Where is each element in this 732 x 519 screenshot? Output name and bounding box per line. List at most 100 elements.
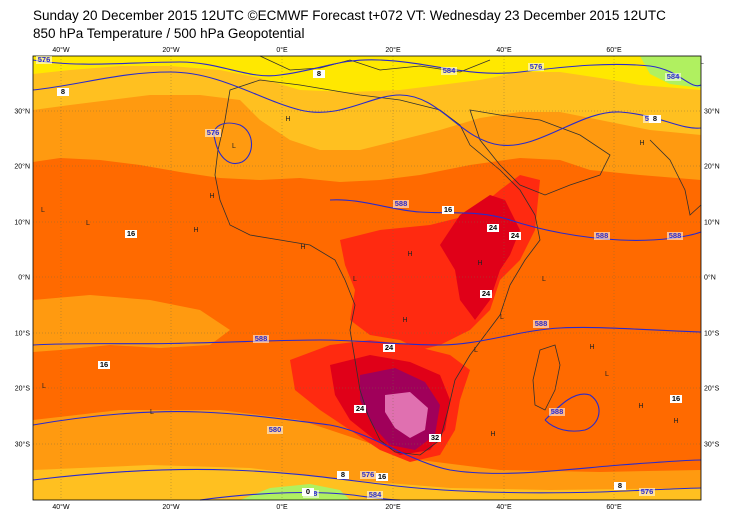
temperature-label-bg bbox=[429, 434, 441, 442]
high-pressure-mark: H bbox=[589, 344, 594, 351]
temperature-label: 24 bbox=[385, 343, 394, 352]
temperature-label-bg bbox=[57, 88, 69, 96]
geopotential-label-bg bbox=[639, 488, 655, 496]
geopotential-label-bg bbox=[533, 320, 549, 328]
map-frame bbox=[32, 55, 702, 501]
lon-label-bottom: 20°E bbox=[385, 503, 401, 511]
field-light-orange-west bbox=[33, 295, 230, 352]
forecast-title: Sunday 20 December 2015 12UTC ©ECMWF For… bbox=[33, 8, 666, 23]
geopotential-label-bg bbox=[253, 335, 269, 343]
temperature-label-bg bbox=[509, 232, 521, 240]
lat-label-right: 30°N bbox=[704, 108, 720, 116]
geopotential-label: 576 bbox=[38, 55, 51, 64]
field-hot bbox=[440, 195, 520, 320]
temperature-label: 8 bbox=[61, 87, 65, 96]
contour-584-south bbox=[32, 411, 702, 474]
temperature-field bbox=[33, 56, 701, 500]
temperature-label-bg bbox=[337, 471, 349, 479]
geopotential-label-bg bbox=[367, 491, 383, 499]
temperature-label: 8 bbox=[618, 481, 622, 490]
lat-label-left: 30°S bbox=[15, 441, 31, 449]
temperature-label-bg bbox=[98, 361, 110, 369]
geopotential-label-bg bbox=[205, 129, 221, 137]
geopotential-label: 584 bbox=[667, 72, 680, 81]
geopotential-label-bg bbox=[665, 73, 681, 81]
lat-label-left: 20°N bbox=[14, 163, 30, 171]
geopotential-label: 576 bbox=[207, 128, 220, 137]
lon-label-bottom: 40°E bbox=[496, 503, 512, 511]
high-pressure-mark: H bbox=[477, 260, 482, 267]
geopotential-label: 576 bbox=[530, 62, 543, 71]
lat-label-left: 20°S bbox=[15, 385, 31, 393]
lon-label-top: 40°W bbox=[52, 46, 70, 54]
temperature-label-bg bbox=[383, 344, 395, 352]
temperature-label-bg bbox=[442, 206, 454, 214]
latitude-labels: 30°N 30°N 20°N 20°N 10°N 10°N 0°N 0°N 10°S 10°S 20… bbox=[14, 108, 719, 449]
temperature-label: 0 bbox=[306, 487, 310, 496]
lat-label-right: 10°S bbox=[704, 330, 720, 338]
low-pressure-mark: L bbox=[542, 276, 546, 283]
madagascar-coast bbox=[532, 344, 561, 411]
geopotential-label-bg bbox=[528, 63, 544, 71]
geopotential-label-bg bbox=[267, 426, 283, 434]
geopotential-label: 588 bbox=[255, 334, 268, 343]
low-pressure-mark: L bbox=[500, 314, 504, 321]
temperature-label-bg bbox=[649, 115, 661, 123]
field-green-sw bbox=[240, 484, 350, 500]
contour-low-nw bbox=[213, 122, 253, 164]
geopotential-label: 588 bbox=[535, 319, 548, 328]
lon-label-top: 0°E bbox=[276, 46, 288, 54]
temperature-label: 24 bbox=[482, 289, 491, 298]
geopotential-labels: 5765765845765845765685885885885885885885… bbox=[36, 55, 683, 499]
geopotential-label: 584 bbox=[443, 66, 456, 75]
high-pressure-mark: H bbox=[638, 403, 643, 410]
lon-label-bottom: 40°W bbox=[52, 503, 70, 511]
high-pressure-mark: H bbox=[193, 227, 198, 234]
lat-label-right: 20°N bbox=[704, 163, 720, 171]
low-pressure-mark: L bbox=[150, 409, 154, 416]
contour-588-south bbox=[32, 326, 702, 346]
temperature-label: 32 bbox=[431, 433, 439, 442]
geopotential-label-bg bbox=[594, 232, 610, 240]
geopotential-label-bg bbox=[667, 232, 683, 240]
temperature-label: 16 bbox=[672, 394, 680, 403]
low-pressure-mark: L bbox=[700, 59, 704, 66]
high-pressure-mark: H bbox=[300, 244, 305, 251]
temperature-label-bg bbox=[354, 405, 366, 413]
geopotential-contours bbox=[32, 59, 702, 501]
pressure-centre-marks: H L H H L L H L H H L L H L H L H H L L H L H bbox=[41, 59, 704, 438]
high-pressure-mark: H bbox=[209, 193, 214, 200]
geopotential-label: 584 bbox=[369, 490, 382, 499]
low-pressure-mark: L bbox=[41, 207, 45, 214]
low-pressure-mark: L bbox=[474, 347, 478, 354]
lon-label-bottom: 20°W bbox=[162, 503, 180, 511]
geopotential-label: 588 bbox=[669, 231, 682, 240]
low-pressure-mark: L bbox=[42, 383, 46, 390]
low-pressure-mark: L bbox=[353, 276, 357, 283]
arabia-coast bbox=[469, 109, 611, 196]
low-pressure-mark: L bbox=[232, 143, 236, 150]
geopotential-label: 580 bbox=[269, 425, 282, 434]
high-pressure-mark: H bbox=[673, 418, 678, 425]
field-extreme bbox=[385, 392, 428, 438]
low-pressure-mark: L bbox=[86, 220, 90, 227]
geopotential-label-bg bbox=[36, 56, 52, 64]
low-pressure-mark: L bbox=[605, 371, 609, 378]
temperature-label: 8 bbox=[341, 470, 345, 479]
temperature-label: 24 bbox=[511, 231, 520, 240]
lon-label-top: 20°E bbox=[385, 46, 401, 54]
lat-label-left: 10°N bbox=[14, 219, 30, 227]
lat-label-left: 0°N bbox=[18, 274, 30, 282]
lat-label-left: 30°N bbox=[14, 108, 30, 116]
india-coast bbox=[649, 139, 702, 216]
geopotential-label: 588 bbox=[596, 231, 609, 240]
lat-label-right: 20°S bbox=[704, 385, 720, 393]
temperature-label-bg bbox=[376, 473, 388, 481]
temperature-label-bg bbox=[480, 290, 492, 298]
temperature-label: 8 bbox=[317, 69, 321, 78]
field-subtitle: 850 hPa Temperature / 500 hPa Geopotenti… bbox=[33, 26, 305, 41]
high-pressure-mark: H bbox=[490, 431, 495, 438]
temperature-labels: 8 8 8 16 16 16 24 24 24 24 24 32 16 16 8 0 8 bbox=[57, 69, 682, 496]
temperature-label-bg bbox=[670, 395, 682, 403]
high-pressure-mark: H bbox=[407, 251, 412, 258]
